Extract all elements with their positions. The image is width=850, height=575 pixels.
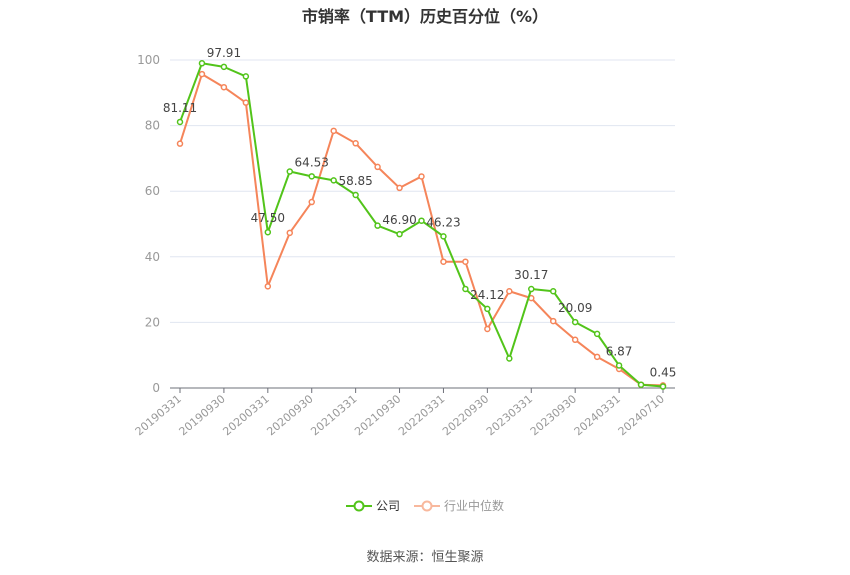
x-tick-label: 20220930 (440, 392, 491, 438)
legend-industry-marker-icon (414, 500, 440, 511)
data-point[interactable] (220, 63, 228, 71)
data-point[interactable] (176, 140, 184, 147)
legend-company-marker-icon (345, 500, 372, 511)
data-label: 6.87 (606, 344, 633, 358)
data-point[interactable] (308, 173, 315, 180)
x-tick-label: 20230930 (528, 392, 579, 438)
data-point[interactable] (549, 317, 557, 325)
data-point[interactable] (220, 83, 228, 91)
data-label: 46.23 (426, 215, 460, 229)
data-point[interactable] (330, 177, 337, 184)
x-tick-label: 20190331 (133, 392, 184, 438)
legend-industry-label: 行业中位数 (444, 499, 505, 513)
data-point[interactable] (637, 381, 645, 388)
data-point[interactable] (374, 163, 381, 171)
x-tick-label: 20240710 (616, 392, 667, 438)
data-point[interactable] (506, 355, 513, 362)
data-point[interactable] (330, 127, 337, 135)
data-label: 0.45 (650, 366, 677, 380)
data-point[interactable] (418, 173, 425, 180)
chart-title: 市销率（TTM）历史百分位（%） (301, 7, 549, 26)
data-point[interactable] (242, 73, 250, 80)
data-point[interactable] (462, 258, 469, 265)
data-label: 20.09 (558, 301, 592, 315)
x-tick-label: 20210930 (352, 392, 403, 438)
y-tick-label: 80 (145, 119, 160, 133)
data-point[interactable] (659, 383, 667, 390)
data-label: 64.53 (295, 155, 329, 169)
y-tick-label: 20 (145, 315, 160, 329)
data-point[interactable] (615, 362, 623, 369)
legend: 公司 行业中位数 (0, 497, 850, 514)
data-point[interactable] (242, 99, 250, 106)
data-point[interactable] (571, 318, 579, 326)
data-label: 81.11 (163, 101, 197, 115)
data-point[interactable] (264, 283, 272, 290)
data-point[interactable] (506, 287, 513, 295)
data-point[interactable] (593, 353, 601, 361)
data-point[interactable] (352, 140, 359, 147)
data-point[interactable] (198, 70, 206, 78)
data-source: 数据来源：恒生聚源 (366, 550, 484, 565)
y-tick-label: 40 (145, 250, 160, 264)
data-point[interactable] (418, 217, 425, 224)
data-point[interactable] (462, 285, 469, 293)
data-point[interactable] (352, 191, 359, 199)
data-point[interactable] (198, 60, 206, 67)
data-point[interactable] (549, 287, 557, 295)
x-tick-label: 20210331 (308, 392, 359, 438)
data-label: 46.90 (382, 213, 416, 227)
data-point[interactable] (286, 168, 294, 175)
series-company (176, 60, 667, 390)
data-label: 97.91 (207, 46, 241, 60)
y-tick-label: 0 (152, 381, 160, 395)
data-point[interactable] (440, 258, 447, 265)
legend-company-label: 公司 (375, 499, 400, 513)
x-tick-label: 20230331 (484, 392, 535, 438)
data-label: 24.12 (470, 288, 504, 302)
legend-item-industry[interactable]: 行业中位数 (414, 497, 504, 514)
data-point[interactable] (440, 233, 447, 240)
x-tick-label: 20200930 (264, 392, 315, 438)
data-label: 58.85 (338, 174, 372, 188)
data-label: 30.17 (514, 268, 548, 282)
legend-item-company[interactable]: 公司 (345, 497, 400, 514)
x-tick-label: 20220331 (396, 392, 447, 438)
data-label: 47.50 (251, 211, 285, 225)
data-point[interactable] (396, 184, 403, 192)
y-tick-label: 60 (145, 184, 160, 198)
data-point[interactable] (308, 198, 315, 206)
x-tick-label: 20190930 (177, 392, 228, 438)
data-point[interactable] (264, 228, 272, 236)
data-point[interactable] (571, 336, 579, 344)
data-point[interactable] (593, 330, 601, 338)
data-point[interactable] (396, 230, 403, 238)
data-point[interactable] (286, 229, 294, 237)
data-point[interactable] (484, 305, 491, 313)
data-point[interactable] (374, 222, 381, 229)
data-point[interactable] (176, 118, 184, 126)
data-point[interactable] (484, 325, 491, 333)
y-tick-label: 100 (137, 53, 160, 67)
x-tick-label: 20200331 (220, 392, 271, 438)
series-industry (176, 70, 667, 389)
x-tick-label: 20240331 (572, 392, 623, 438)
data-point[interactable] (528, 285, 535, 293)
